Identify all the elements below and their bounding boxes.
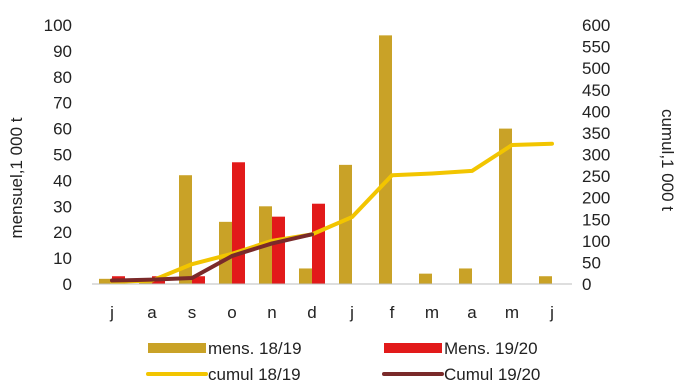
y-tick-label: 100	[44, 16, 72, 35]
bar-mens-18-19-7	[379, 35, 392, 284]
line-cumul-19-20	[110, 232, 314, 283]
y2-tick-label: 350	[582, 124, 610, 143]
bar-mens-18-19-9	[459, 268, 472, 284]
x-tick-label: s	[188, 303, 197, 322]
bar-mens-18-19-8	[419, 273, 432, 284]
y2-tick-label: 0	[582, 275, 591, 294]
y-tick-label: 30	[53, 197, 72, 216]
x-tick-label: m	[425, 303, 439, 322]
legend-item-2: cumul 18/19	[146, 365, 301, 384]
y2-tick-label: 100	[582, 232, 610, 251]
legend-item-3: Cumul 19/20	[382, 365, 540, 384]
legend-label: Mens. 19/20	[444, 339, 538, 358]
y2-tick-label: 250	[582, 167, 610, 186]
bar-mens-18-19-11	[539, 276, 552, 284]
x-tick-label: m	[505, 303, 519, 322]
legend-swatch	[148, 343, 206, 353]
y-tick-label: 70	[53, 94, 72, 113]
y-tick-label: 20	[53, 223, 72, 242]
legend-swatch	[384, 343, 442, 353]
y2-tick-label: 50	[582, 253, 601, 272]
y-tick-label: 10	[53, 249, 72, 268]
bar-mens-19-20-2	[192, 276, 205, 284]
x-tick-label: j	[109, 303, 114, 322]
x-tick-label: f	[390, 303, 395, 322]
bar-mens-19-20-4	[272, 216, 285, 284]
ticks-layer: 0 10 20 30 40 50 60 70 80 90 100 0 50 100 150 200 250 300…	[44, 16, 611, 322]
y2-tick-label: 300	[582, 146, 610, 165]
legend-item-0: mens. 18/19	[148, 339, 302, 358]
bars-layer	[99, 35, 552, 284]
lines-layer	[110, 141, 554, 284]
line-cumul-18-19	[110, 141, 554, 284]
x-tick-label: j	[349, 303, 354, 322]
bar-mens-18-19-3	[219, 221, 232, 284]
bar-mens-18-19-6	[339, 164, 352, 284]
x-tick-label: a	[147, 303, 157, 322]
y-tick-label: 60	[53, 120, 72, 139]
y-tick-label: 40	[53, 171, 72, 190]
x-tick-label: n	[267, 303, 276, 322]
y2-tick-label: 450	[582, 81, 610, 100]
bar-mens-18-19-5	[299, 268, 312, 284]
x-tick-label: j	[549, 303, 554, 322]
bar-mens-18-19-0	[99, 278, 112, 284]
bar-mens-18-19-10	[499, 128, 512, 284]
x-tick-label: d	[307, 303, 316, 322]
bar-mens-19-20-3	[232, 162, 245, 284]
y2-axis-label: cumul,1 000 t	[658, 109, 677, 211]
x-tick-label: a	[467, 303, 477, 322]
y-tick-label: 50	[53, 146, 72, 165]
bar-mens-19-20-5	[312, 203, 325, 284]
y-axis-label: mensuel,1 000 t	[7, 117, 26, 238]
legend-label: Cumul 19/20	[444, 365, 540, 384]
y2-tick-label: 400	[582, 102, 610, 121]
legend-label: mens. 18/19	[208, 339, 302, 358]
bar-mens-18-19-2	[179, 175, 192, 284]
legend-label: cumul 18/19	[208, 365, 301, 384]
legend: mens. 18/19 Mens. 19/20 cumul 18/19 Cumul 1…	[146, 339, 540, 384]
y-tick-label: 80	[53, 68, 72, 87]
y2-tick-label: 500	[582, 59, 610, 78]
legend-item-1: Mens. 19/20	[384, 339, 538, 358]
y-tick-label: 0	[63, 275, 72, 294]
x-tick-label: o	[227, 303, 236, 322]
y2-tick-label: 150	[582, 210, 610, 229]
y2-tick-label: 200	[582, 189, 610, 208]
y-tick-label: 90	[53, 42, 72, 61]
y2-tick-label: 600	[582, 16, 610, 35]
y2-tick-label: 550	[582, 38, 610, 57]
